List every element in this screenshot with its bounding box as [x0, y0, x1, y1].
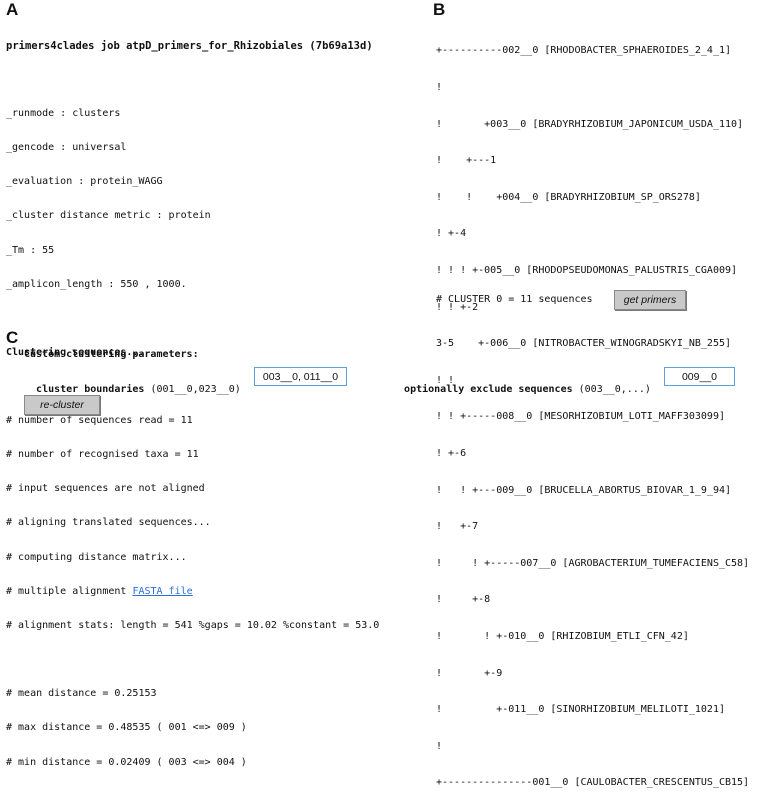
param-gencode: _gencode : universal [6, 142, 127, 154]
exclude-sequences-input[interactable]: 009__0 [664, 367, 735, 386]
tree-line: ! +-011__0 [SINORHIZOBIUM_MELILOTI_1021] [436, 704, 725, 716]
param-amplicon-length: _amplicon_length : 550 , 1000. [6, 278, 187, 290]
spacer [6, 654, 426, 665]
multiple-alignment-text: # multiple alignment [6, 585, 133, 597]
tree-line: +----------002__0 [RHODOBACTER_SPHAEROID… [436, 45, 732, 57]
param-runmode: _runmode : clusters [6, 107, 121, 119]
exclude-sequences-hint: (003__0,...) [572, 384, 651, 396]
cluster-tree: +----------002__0 [RHODOBACTER_SPHAEROID… [436, 21, 766, 802]
param-tm: _Tm : 55 [6, 244, 55, 256]
tree-line: ! +-8 [436, 594, 491, 606]
tree-line: ! ! [436, 374, 455, 386]
log-line: # aligning translated sequences... [6, 517, 211, 529]
clustering-heading: Clustering sequences... [6, 346, 145, 358]
min-distance: # min distance = 0.02409 ( 003 <=> 004 ) [6, 756, 247, 768]
panel-a-label: A [6, 0, 19, 19]
exclude-sequences-label: optionally exclude sequences [404, 384, 573, 396]
multiple-alignment-line: # multiple alignment FASTA file [6, 586, 426, 597]
cluster-boundaries-label-row: cluster boundaries (001__0,023__0) [24, 373, 241, 396]
tree-line: ! ! ! +-005__0 [RHODOPSEUDOMONAS_PALUSTR… [436, 264, 738, 276]
cluster-summary: # CLUSTER 0 = 11 sequences [436, 294, 593, 305]
tree-line: ! ! +004__0 [BRADYRHIZOBIUM_SP_ORS278] [436, 191, 701, 203]
tree-line: +---------------001__0 [CAULOBACTER_CRES… [436, 777, 750, 789]
custom-params-heading: Custom clustering parameters: [24, 349, 199, 360]
param-evaluation: _evaluation : protein_WAGG [6, 176, 163, 188]
tree-line: 3-5 +-006__0 [NITROBACTER_WINOGRADSKYI_N… [436, 338, 732, 350]
tree-line: ! ! +-----007__0 [AGROBACTERIUM_TUMEFACI… [436, 557, 750, 569]
get-primers-button[interactable]: get primers [614, 290, 686, 310]
tree-line: ! [436, 82, 443, 93]
cluster-boundaries-label: cluster boundaries [36, 384, 145, 396]
exclude-sequences-label-row: optionally exclude sequences (003__0,...… [392, 373, 651, 396]
tree-line: ! +-7 [436, 521, 479, 533]
tree-line: ! ! +-----008__0 [MESORHIZOBIUM_LOTI_MAF… [436, 411, 725, 423]
panel-b-label: B [433, 0, 446, 19]
tree-line: ! +-9 [436, 667, 503, 679]
cluster-boundaries-input[interactable]: 003__0, 011__0 [254, 367, 347, 386]
tree-line: ! +---1 [436, 155, 497, 167]
panel-c-label: C [6, 328, 19, 347]
mean-distance: # mean distance = 0.25153 [6, 688, 157, 700]
spacer [6, 75, 426, 85]
tree-line: ! +-4 [436, 228, 467, 240]
tree-line: ! ! +-2 [436, 301, 479, 313]
spacer [6, 313, 426, 324]
log-line: # computing distance matrix... [6, 551, 187, 563]
max-distance: # max distance = 0.48535 ( 001 <=> 009 ) [6, 722, 247, 734]
log-line: # number of recognised taxa = 11 [6, 449, 199, 461]
tree-line: ! [436, 740, 443, 752]
cluster-boundaries-hint: (001__0,023__0) [144, 384, 241, 396]
tree-line: ! +003__0 [BRADYRHIZOBIUM_JAPONICUM_USDA… [436, 118, 744, 130]
job-title: primers4clades job atpD_primers_for_Rhiz… [6, 39, 373, 52]
param-distance-metric: _cluster distance metric : protein [6, 210, 211, 222]
log-line: # number of sequences read = 11 [6, 414, 193, 426]
log-line: # input sequences are not aligned [6, 483, 205, 495]
alignment-stats: # alignment stats: length = 541 %gaps = … [6, 620, 380, 632]
tree-line: ! ! +-010__0 [RHIZOBIUM_ETLI_CFN_42] [436, 630, 689, 642]
recluster-button[interactable]: re-cluster [24, 395, 100, 415]
fasta-file-link[interactable]: FASTA file [132, 585, 193, 597]
tree-line: ! ! +---009__0 [BRUCELLA_ABORTUS_BIOVAR_… [436, 484, 732, 496]
tree-line: ! +-6 [436, 447, 467, 459]
